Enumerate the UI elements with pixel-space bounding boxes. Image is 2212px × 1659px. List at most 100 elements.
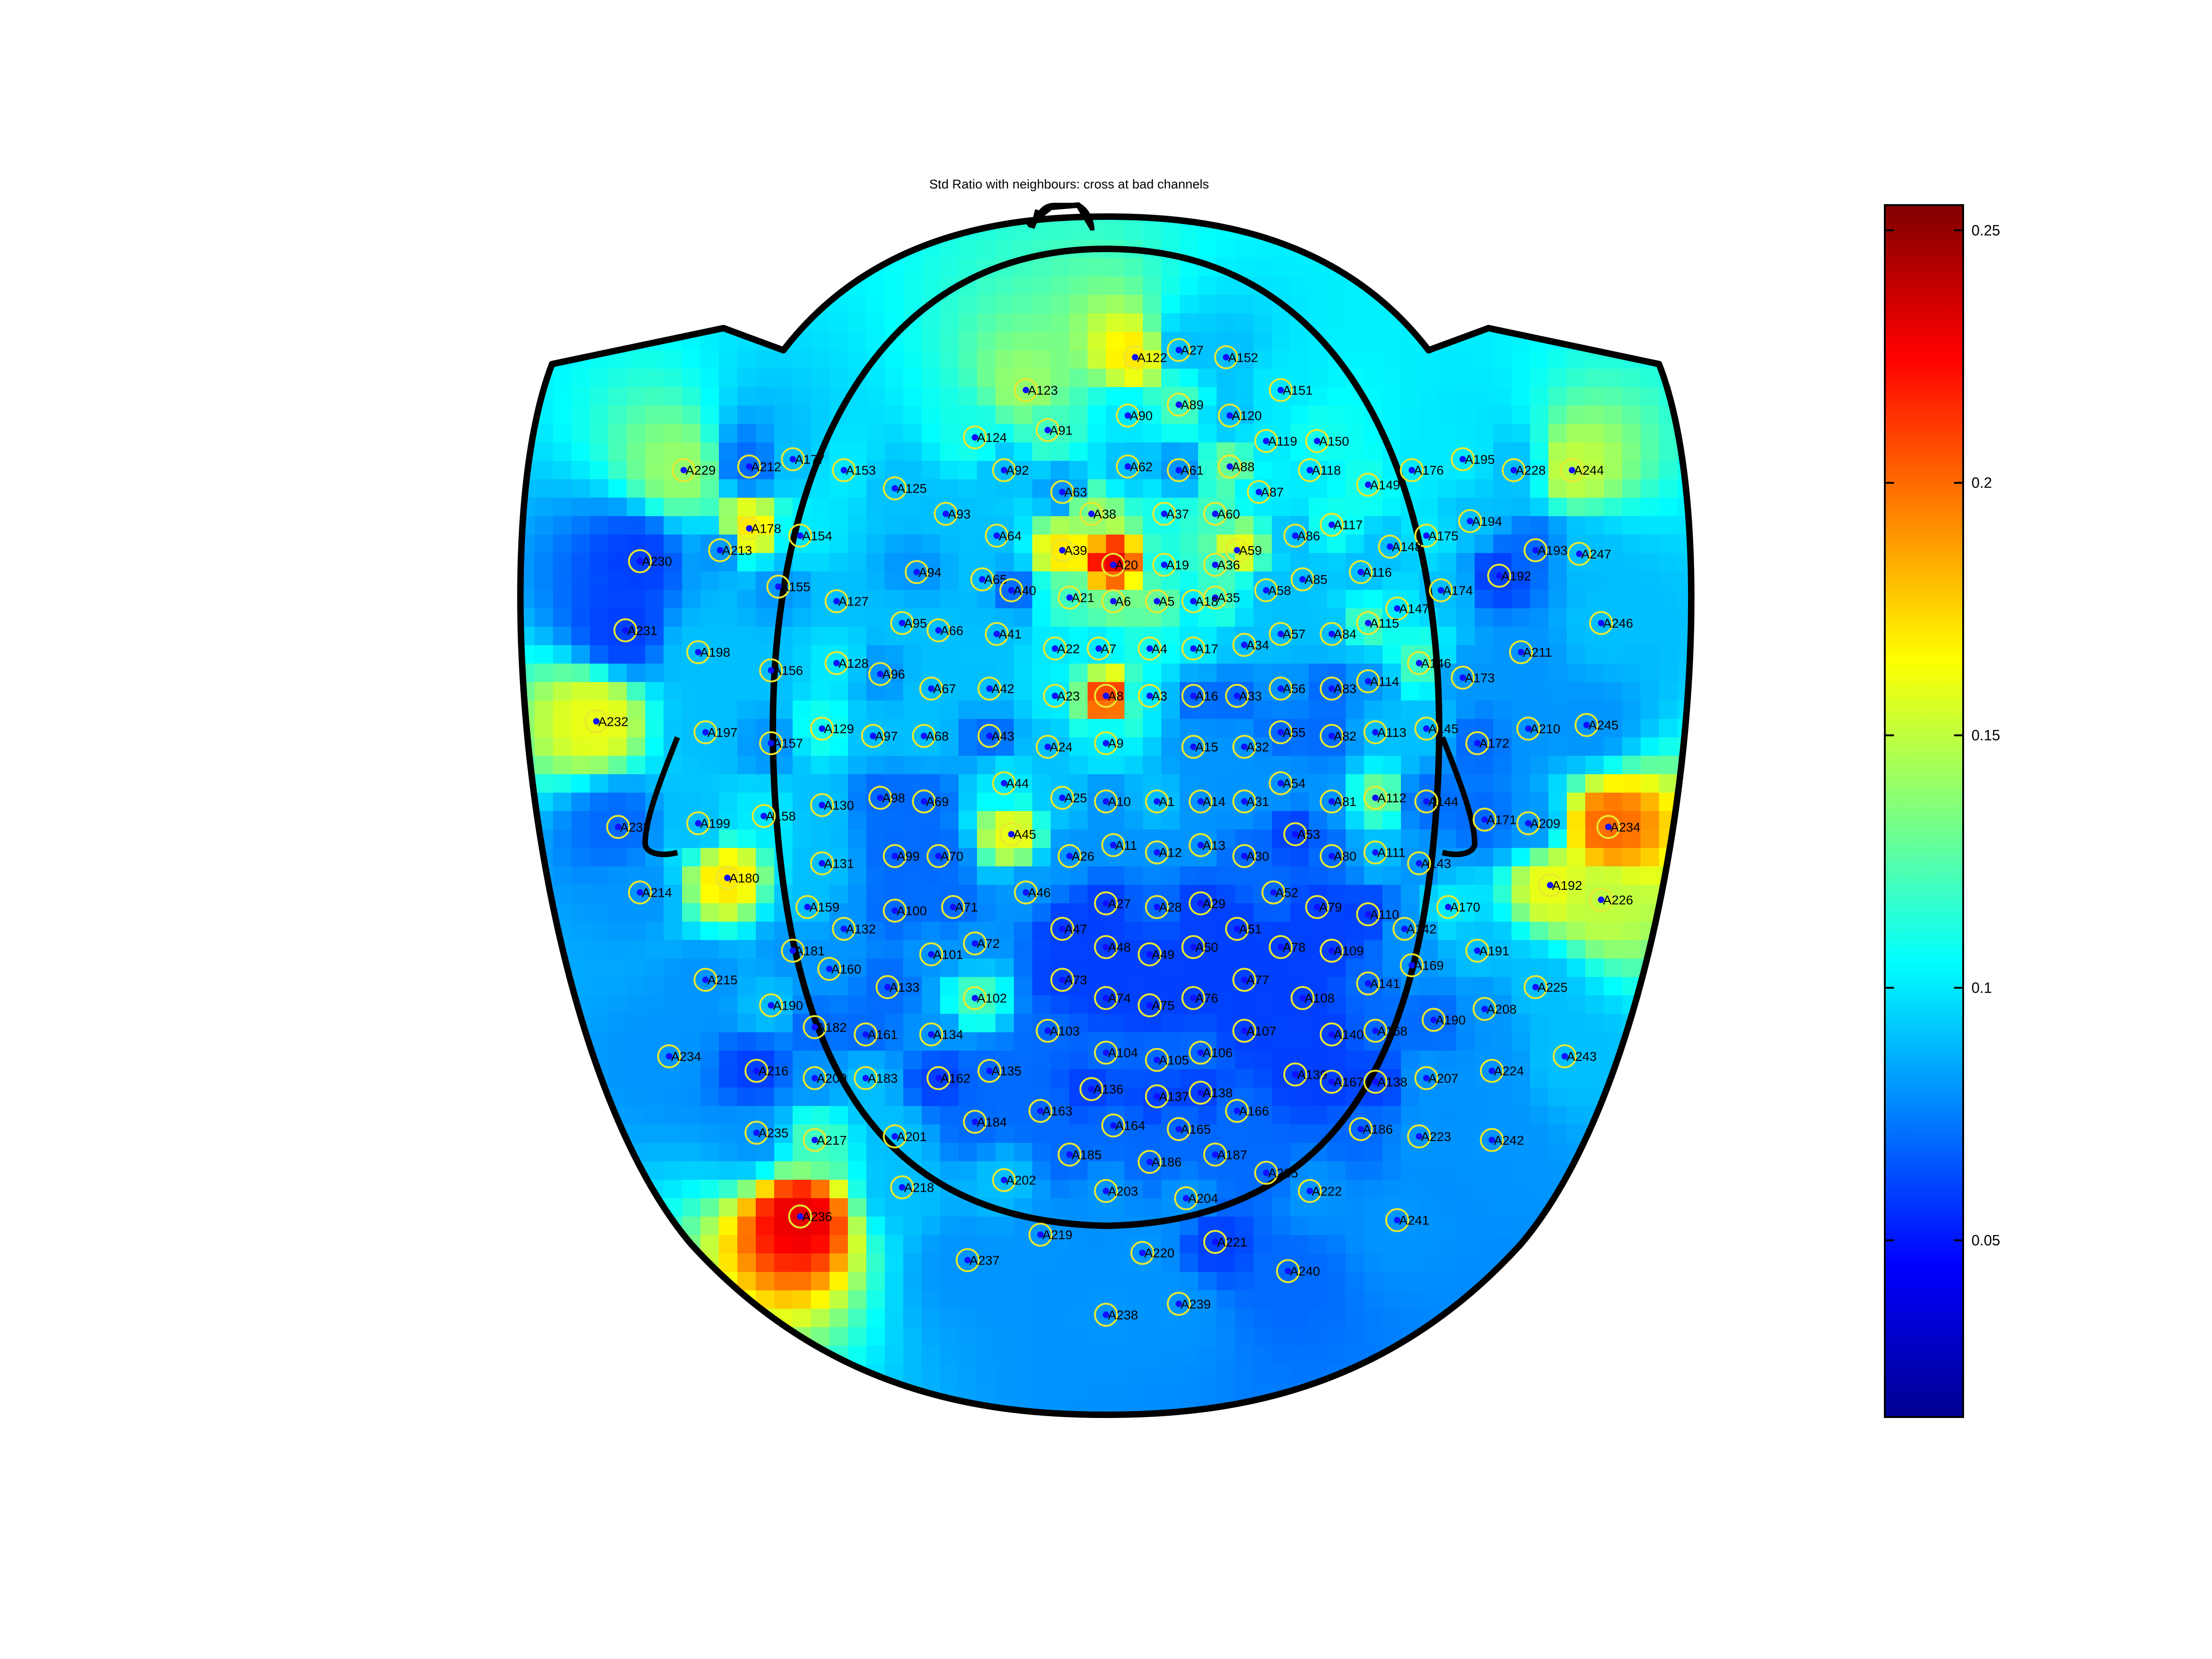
heat-cell — [903, 774, 922, 793]
heat-cell — [571, 885, 590, 904]
heat-cell — [1530, 830, 1549, 848]
heat-cell — [1677, 1401, 1692, 1415]
heat-cell — [1106, 1364, 1125, 1383]
heat-cell — [1364, 1180, 1383, 1199]
heat-cell — [719, 350, 738, 369]
heat-cell — [719, 1106, 738, 1125]
heat-cell — [1677, 332, 1692, 351]
heat-cell — [959, 627, 977, 646]
heat-cell — [535, 498, 553, 517]
heat-cell — [1217, 866, 1235, 885]
heat-cell — [1641, 479, 1659, 498]
heat-cell — [719, 1124, 738, 1143]
heat-cell — [1585, 830, 1604, 848]
heat-cell — [1217, 995, 1235, 1014]
heat-cell — [940, 1272, 959, 1291]
heat-cell — [756, 1327, 775, 1346]
heat-cell — [737, 1253, 756, 1272]
heat-cell — [1493, 1401, 1512, 1415]
heat-cell — [700, 240, 719, 259]
heat-cell — [1253, 1198, 1272, 1217]
heat-cell — [737, 995, 756, 1014]
heat-cell — [645, 1051, 664, 1070]
heat-cell — [1327, 387, 1346, 406]
heat-cell — [1530, 240, 1549, 259]
heat-cell — [1733, 369, 1752, 388]
heat-cell — [866, 627, 885, 646]
heat-cell — [700, 1088, 719, 1106]
heat-cell — [885, 922, 904, 941]
heat-cell — [1051, 756, 1070, 775]
heat-cell — [922, 217, 941, 222]
heat-cell — [664, 645, 682, 664]
heat-cell — [1382, 645, 1401, 664]
heat-cell — [1622, 1106, 1641, 1125]
heat-cell — [1733, 756, 1752, 775]
heat-cell — [608, 682, 627, 701]
heat-cell — [1659, 1143, 1678, 1162]
heat-cell — [1733, 700, 1752, 719]
heat-cell — [1217, 295, 1235, 314]
heat-cell — [1530, 1051, 1549, 1070]
heat-cell — [830, 1198, 848, 1217]
heat-cell — [1696, 774, 1715, 793]
heat-cell — [1456, 479, 1475, 498]
heat-cell — [959, 1419, 977, 1438]
heat-cell — [1641, 424, 1659, 443]
heat-cell — [1032, 1327, 1051, 1346]
heat-cell — [1217, 369, 1235, 388]
heat-cell — [664, 700, 682, 719]
heat-cell — [461, 1327, 480, 1346]
heat-cell — [995, 350, 1014, 369]
heat-cell — [571, 479, 590, 498]
heat-cell — [1456, 1382, 1475, 1401]
heat-cell — [627, 922, 646, 941]
heat-cell — [719, 608, 738, 627]
heat-cell — [535, 1235, 553, 1254]
heat-cell — [1456, 1217, 1475, 1235]
heat-cell — [1180, 1419, 1199, 1438]
heat-cell — [1069, 756, 1088, 775]
heat-cell — [682, 1327, 701, 1346]
heat-cell — [719, 1253, 738, 1272]
heat-cell — [848, 516, 867, 535]
heat-cell — [959, 313, 977, 332]
heat-cell — [1530, 1032, 1549, 1051]
heat-cell — [590, 922, 609, 941]
heat-cell — [498, 221, 517, 240]
heat-cell — [682, 221, 701, 240]
heat-cell — [645, 1106, 664, 1125]
heat-cell — [903, 258, 922, 277]
heat-cell — [590, 1198, 609, 1217]
heat-cell — [1659, 1124, 1678, 1143]
heat-cell — [977, 1309, 996, 1328]
heat-cell — [1014, 553, 1033, 572]
heat-cell — [1382, 240, 1401, 259]
heat-cell — [1604, 1419, 1623, 1438]
heat-cell — [1235, 1327, 1254, 1346]
heat-cell — [977, 369, 996, 388]
heat-cell — [756, 240, 775, 259]
heat-cell — [1677, 1272, 1692, 1291]
heat-cell — [940, 1124, 959, 1143]
heat-cell — [1475, 295, 1494, 314]
heat-cell — [885, 424, 904, 443]
heat-cell — [520, 1217, 535, 1235]
heat-cell — [1235, 1069, 1254, 1088]
heat-cell — [590, 217, 609, 222]
heat-cell — [995, 608, 1014, 627]
heat-cell — [553, 369, 572, 388]
heat-cell — [700, 406, 719, 424]
heat-cell — [1161, 1014, 1180, 1033]
heat-cell — [1493, 700, 1512, 719]
heat-cell — [1143, 922, 1162, 941]
heat-cell — [1143, 424, 1162, 443]
heat-cell — [793, 1051, 812, 1070]
heat-cell — [1382, 1364, 1401, 1383]
heat-cell — [977, 590, 996, 609]
heat-cell — [1512, 276, 1530, 295]
heat-cell — [1714, 442, 1733, 461]
heat-cell — [1143, 535, 1162, 553]
heat-cell — [1585, 793, 1604, 812]
heat-cell — [774, 1088, 793, 1106]
